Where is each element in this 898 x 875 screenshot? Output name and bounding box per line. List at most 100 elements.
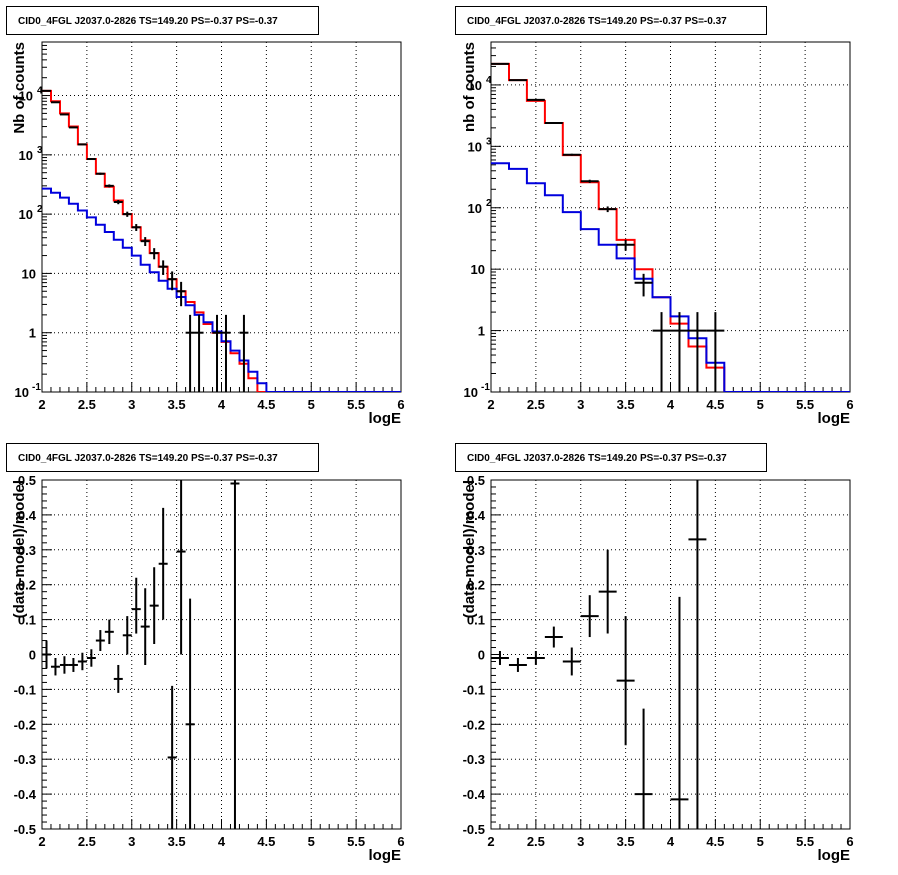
x-tick-label: 6 (846, 397, 853, 412)
data-point (580, 595, 599, 638)
y-tick-exponent: 3 (37, 145, 43, 156)
x-tick-label: 3 (577, 834, 584, 849)
y-tick-label: 0 (478, 648, 485, 663)
data-point (176, 281, 186, 307)
y-tick-label: 10 (468, 139, 482, 154)
y-tick-label: -0.3 (463, 752, 485, 767)
y-tick-label: 0.5 (18, 473, 36, 488)
x-tick-label: 6 (846, 834, 853, 849)
data-point (59, 656, 69, 674)
x-tick-label: 5 (308, 834, 315, 849)
data-point (544, 626, 563, 648)
y-tick-label: 10 (468, 78, 482, 93)
grid (42, 480, 401, 829)
y-tick-label: -0.1 (463, 682, 485, 697)
data-point (616, 616, 635, 746)
data-point (616, 239, 635, 251)
y-tick-exponent: 4 (486, 75, 492, 86)
x-axis-title: logE (818, 410, 851, 427)
panel-title: CID0_4FGL J2037.0-2826 TS=149.20 PS=-0.3… (18, 453, 278, 464)
x-tick-label: 2 (38, 834, 45, 849)
data-point (230, 480, 240, 829)
x-tick-label: 3.5 (168, 834, 186, 849)
data-point (167, 271, 177, 291)
x-tick-label: 3.5 (168, 397, 186, 412)
data-point (50, 101, 60, 104)
chart-panel-2: CID0_4FGL J2037.0-2826 TS=149.20 PS=-0.3… (455, 6, 854, 427)
x-tick-label: 2 (487, 397, 494, 412)
y-tick-exponent: -1 (481, 382, 490, 393)
data-point (158, 260, 168, 276)
data-point (652, 312, 671, 392)
chart-panel-4: CID0_4FGL J2037.0-2826 TS=149.20 PS=-0.3… (455, 443, 854, 864)
data-point (149, 248, 159, 260)
data-point (131, 224, 141, 231)
data-point (491, 651, 509, 665)
y-tick-label: -0.3 (14, 752, 36, 767)
plot-area (42, 480, 240, 829)
x-tick-label: 3.5 (617, 397, 635, 412)
model-component-histogram (42, 187, 401, 392)
data-point (176, 480, 186, 655)
panel-title-box (455, 443, 767, 472)
y-tick-exponent: 3 (486, 136, 492, 147)
y-tick-label: 10 (471, 262, 485, 277)
x-tick-label: 4 (667, 397, 675, 412)
grid (491, 42, 850, 392)
y-tick-label: 0.2 (467, 578, 485, 593)
x-tick-label: 4 (218, 397, 226, 412)
data-point (131, 577, 141, 634)
plot-area (491, 480, 707, 829)
y-tick-exponent: 2 (486, 198, 492, 209)
y-axis-title: Nb of counts (11, 42, 28, 134)
data-point (212, 314, 222, 392)
x-tick-label: 6 (397, 397, 404, 412)
y-axis-title: (data-model)/model (11, 480, 28, 618)
data-point (185, 314, 195, 392)
x-tick-label: 5 (757, 834, 764, 849)
data-point (140, 588, 150, 665)
y-tick-exponent: 4 (37, 86, 43, 97)
y-tick-label: 1 (29, 326, 36, 341)
y-tick-label: -0.2 (14, 717, 36, 732)
data-point (122, 211, 132, 217)
y-tick-label: 0.4 (18, 508, 37, 523)
x-tick-label: 2.5 (527, 834, 545, 849)
y-tick-label: -0.1 (14, 682, 36, 697)
x-tick-label: 2 (487, 834, 494, 849)
y-tick-label: 0.3 (18, 543, 36, 558)
y-tick-label: -0.4 (14, 787, 37, 802)
model-total-histogram (491, 62, 850, 392)
data-point (50, 657, 60, 676)
x-tick-label: 4.5 (257, 834, 275, 849)
data-point (77, 143, 87, 146)
grid (491, 480, 850, 829)
model-component-histogram (491, 162, 850, 392)
data-point (598, 206, 617, 213)
data-point (68, 657, 78, 672)
x-tick-label: 6 (397, 834, 404, 849)
x-tick-label: 3 (577, 397, 584, 412)
data-point (86, 649, 96, 667)
data-point (526, 651, 545, 665)
data-point (562, 647, 581, 676)
x-axis-title: logE (369, 410, 402, 427)
data-point (194, 314, 204, 392)
x-axis-title: logE (369, 847, 402, 864)
x-tick-label: 2.5 (78, 834, 96, 849)
data-point (508, 657, 527, 672)
y-tick-label: 10 (19, 148, 33, 163)
y-tick-label: 0.1 (467, 613, 485, 628)
panel-title: CID0_4FGL J2037.0-2826 TS=149.20 PS=-0.3… (467, 16, 727, 27)
y-tick-label: 0 (29, 648, 36, 663)
data-point (42, 640, 51, 669)
panel-title-box (6, 6, 319, 35)
data-point (95, 630, 105, 652)
x-tick-label: 5.5 (796, 397, 814, 412)
y-tick-label: 10 (15, 385, 29, 400)
y-tick-label: 10 (468, 201, 482, 216)
x-tick-label: 2.5 (78, 397, 96, 412)
y-tick-label: 10 (22, 266, 36, 281)
data-point (149, 567, 159, 645)
